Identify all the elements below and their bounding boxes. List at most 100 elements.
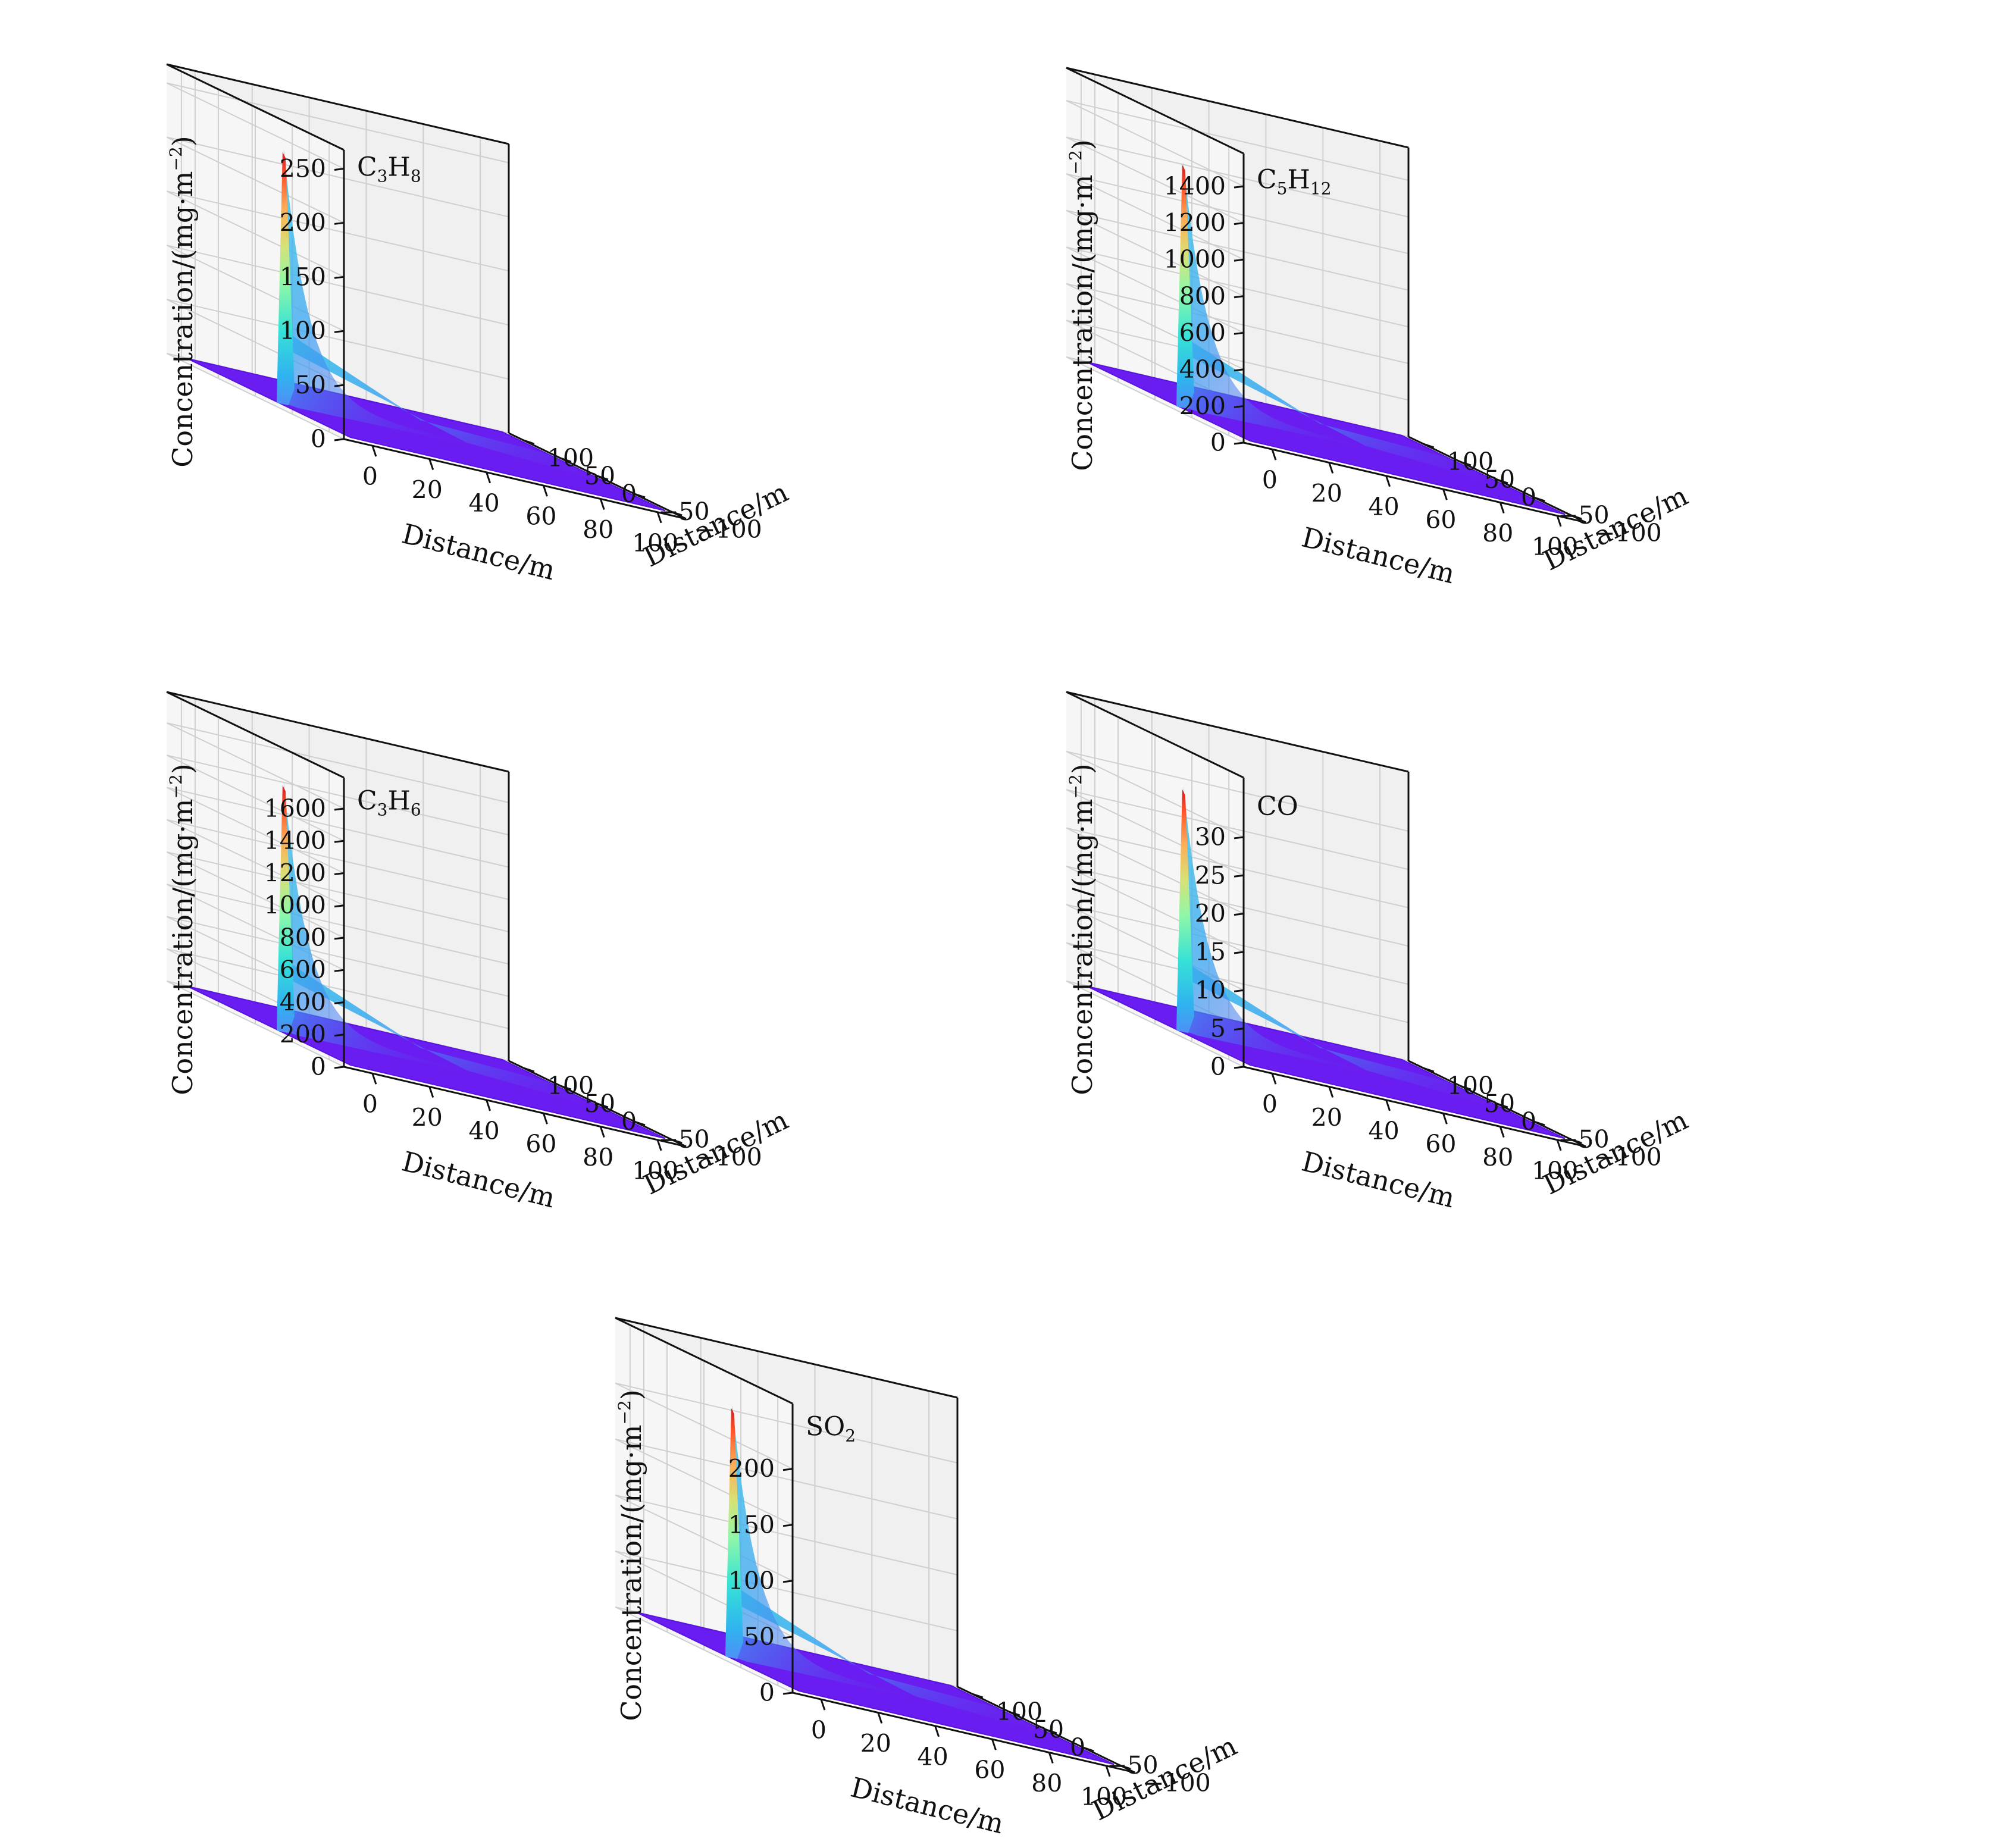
z-tick xyxy=(782,1524,793,1527)
y-tick xyxy=(560,1085,572,1091)
gridline xyxy=(615,1382,958,1464)
z-tick xyxy=(334,1066,345,1069)
pane-edge xyxy=(1066,691,1409,773)
gridline xyxy=(1066,246,1409,328)
x-tick xyxy=(1328,462,1334,474)
y-tick xyxy=(1460,461,1472,466)
y-tick xyxy=(1570,1138,1582,1144)
x-tick-label: 40 xyxy=(1368,493,1399,521)
gridline xyxy=(166,754,509,836)
x-tick xyxy=(371,445,377,457)
pane-edge xyxy=(615,1317,793,1405)
z-tick xyxy=(1234,368,1244,372)
x-tick xyxy=(1328,1086,1334,1098)
x-tick-label: 20 xyxy=(412,1104,443,1132)
y-tick-label: −50 xyxy=(1107,1751,1159,1780)
x-axis-line xyxy=(343,1066,687,1148)
x-tick xyxy=(1385,475,1391,487)
x-tick-label: 80 xyxy=(1482,1144,1513,1172)
z-tick xyxy=(334,904,345,908)
z-axis-label: Concentration/(mg·m−2) xyxy=(615,1389,647,1721)
y-tick-label: 0 xyxy=(1521,483,1536,512)
pane-edge xyxy=(1066,67,1409,149)
y-tick-label: 0 xyxy=(1070,1733,1085,1762)
x-tick xyxy=(1556,515,1562,527)
x-tick-label: 60 xyxy=(525,1130,556,1158)
z-tick-label: 800 xyxy=(280,923,326,952)
z-tick-label: 0 xyxy=(759,1678,775,1707)
z-tick-label: 1200 xyxy=(1164,209,1226,237)
x-tick xyxy=(542,485,548,497)
z-tick-label: 1600 xyxy=(264,794,326,823)
gas-label: C3H6 xyxy=(357,785,421,819)
y-tick xyxy=(1570,514,1582,520)
gridline xyxy=(166,884,509,965)
x-tick xyxy=(428,459,434,470)
x-axis-line xyxy=(1243,441,1586,524)
y-tick-label: −100 xyxy=(1595,519,1662,547)
chart-panel-3: 0 20 40 60 80 100 −100−50050100020040060080010… xyxy=(166,691,793,1214)
x-tick xyxy=(1105,1765,1111,1777)
y-tick xyxy=(634,1120,646,1126)
plume-tail xyxy=(1183,963,1510,1111)
x-tick xyxy=(371,1073,377,1085)
y-tick-label: 50 xyxy=(1033,1715,1064,1744)
peak-spike xyxy=(276,152,295,406)
x-tick-label: 100 xyxy=(1081,1783,1127,1811)
z-tick-label: 1200 xyxy=(264,859,326,887)
z-tick xyxy=(1234,185,1244,189)
z-tick xyxy=(334,969,345,972)
gridline xyxy=(166,787,509,868)
gridline xyxy=(166,190,509,272)
gridline xyxy=(166,916,509,997)
z-tick xyxy=(782,1468,793,1471)
y-tick-label: −50 xyxy=(1558,501,1610,530)
z-axis-label: Concentration/(mg·m−2) xyxy=(166,136,199,468)
pane-edge xyxy=(166,691,345,779)
plume-tail xyxy=(732,1587,1059,1737)
z-tick xyxy=(334,807,345,811)
x-tick xyxy=(820,1699,826,1711)
y-tick-label: 100 xyxy=(996,1697,1043,1726)
y-tick xyxy=(671,510,683,516)
x-axis-line xyxy=(1243,1066,1586,1148)
y-tick xyxy=(1497,1102,1508,1108)
y-tick-label: −100 xyxy=(1144,1769,1211,1797)
y-tick xyxy=(1045,1728,1057,1734)
z-tick-label: 400 xyxy=(280,988,326,1016)
z-tick xyxy=(1234,405,1244,408)
z-tick xyxy=(1234,874,1244,878)
y-tick xyxy=(1082,1746,1094,1752)
y-tick-label: 50 xyxy=(584,1089,615,1118)
x-tick-label: 20 xyxy=(412,476,443,505)
pane-edge xyxy=(166,63,345,151)
z-tick xyxy=(782,1580,793,1583)
gridline xyxy=(615,1494,958,1576)
x-tick-label: 40 xyxy=(468,489,499,518)
z-tick xyxy=(334,221,345,225)
y-tick xyxy=(634,493,646,499)
z-tick xyxy=(1234,951,1244,954)
gridline xyxy=(1066,942,1409,1023)
gas-label: C3H8 xyxy=(357,152,421,186)
x-tick xyxy=(1499,502,1505,513)
z-tick-label: 25 xyxy=(1195,861,1226,889)
x-tick-label: 40 xyxy=(1368,1117,1399,1145)
x-tick-label: 0 xyxy=(362,1090,378,1119)
z-tick-label: 400 xyxy=(1179,355,1226,384)
z-tick xyxy=(1234,222,1244,225)
z-tick-label: 600 xyxy=(1179,318,1226,347)
z-axis-label: Concentration/(mg·m−2) xyxy=(1066,139,1098,471)
gridline xyxy=(1066,209,1409,291)
z-tick xyxy=(1234,836,1244,840)
z-tick-label: 1000 xyxy=(264,891,326,920)
z-tick-label: 30 xyxy=(1195,823,1226,851)
z-tick-label: 0 xyxy=(311,425,326,453)
gridline xyxy=(166,299,509,380)
x-tick-label: 60 xyxy=(525,502,556,531)
pane-edge xyxy=(615,1317,958,1399)
pane-edge xyxy=(1066,67,1244,155)
z-axis-label: Concentration/(mg·m−2) xyxy=(1066,763,1098,1095)
y-tick xyxy=(1119,1764,1131,1770)
